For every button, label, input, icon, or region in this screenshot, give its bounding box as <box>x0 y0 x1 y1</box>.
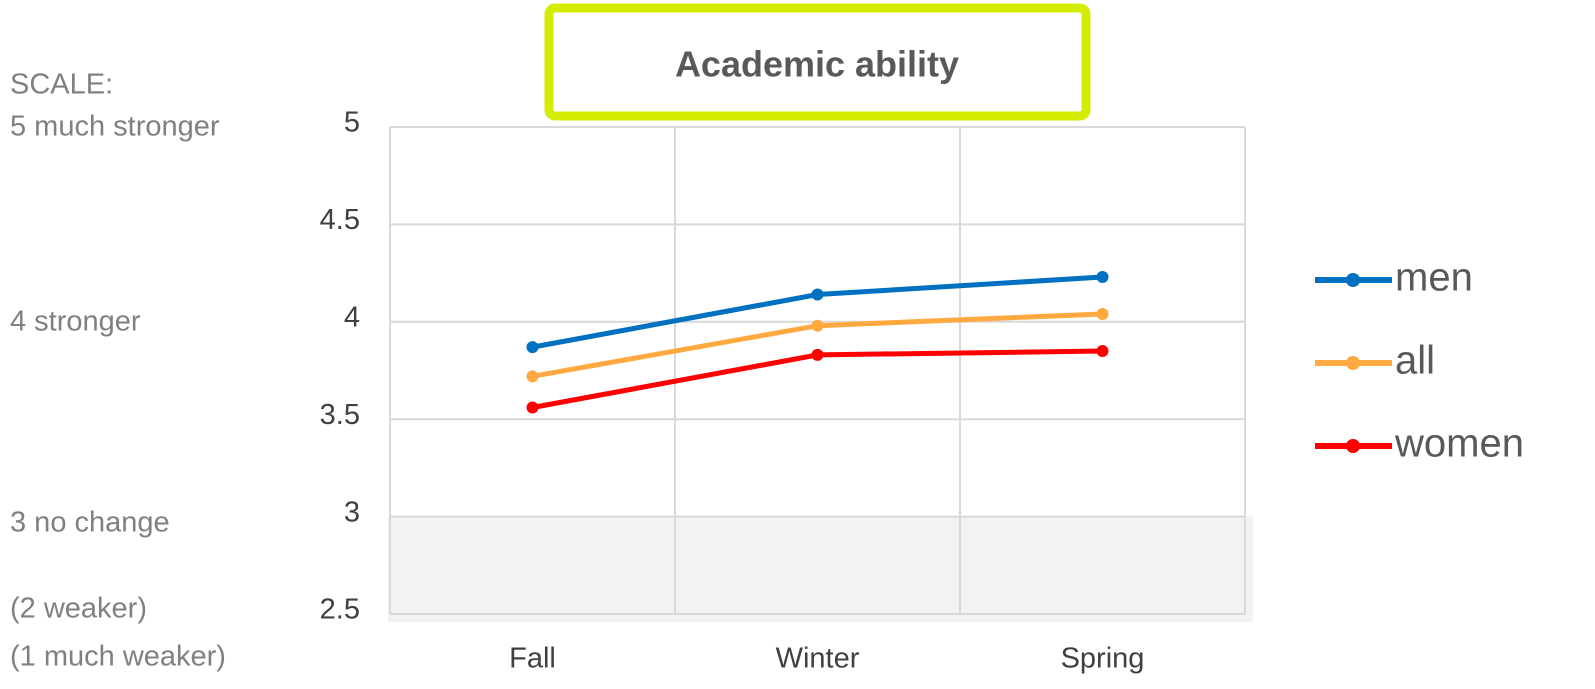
scale-note: SCALE: <box>10 69 113 101</box>
legend-marker <box>1346 439 1360 453</box>
data-point <box>1096 345 1109 358</box>
data-point <box>526 401 539 414</box>
data-point <box>811 319 824 332</box>
y-tick-label: 4.5 <box>320 204 360 236</box>
shaded-band <box>388 516 1253 622</box>
scale-note: 3 no change <box>10 507 170 539</box>
legend-marker <box>1346 273 1360 287</box>
scale-note: 4 stronger <box>10 306 141 338</box>
legend-label: men <box>1395 256 1473 300</box>
scale-note: (1 much weaker) <box>10 641 226 673</box>
legend-label: all <box>1395 339 1435 383</box>
data-point <box>1096 308 1109 321</box>
data-point <box>526 341 539 354</box>
series-line <box>532 274 1103 350</box>
legend-marker <box>1346 356 1360 370</box>
title-box <box>544 3 1091 121</box>
x-tick-label: Winter <box>776 643 860 675</box>
y-tick-label: 2.5 <box>320 594 360 626</box>
legend-label: women <box>1394 422 1524 466</box>
y-tick-label: 5 <box>344 107 360 139</box>
x-tick-label: Spring <box>1061 643 1145 675</box>
scale-note: (2 weaker) <box>10 593 147 625</box>
data-point <box>526 370 539 383</box>
x-tick-label: Fall <box>509 643 556 675</box>
y-tick-label: 3.5 <box>320 399 360 431</box>
data-point <box>811 348 824 361</box>
data-point <box>1096 270 1109 283</box>
y-tick-label: 4 <box>344 301 360 333</box>
chart-title: Academic ability <box>675 44 959 85</box>
scale-note: 5 much stronger <box>10 111 220 143</box>
y-tick-label: 3 <box>344 496 360 528</box>
data-point <box>811 288 824 301</box>
